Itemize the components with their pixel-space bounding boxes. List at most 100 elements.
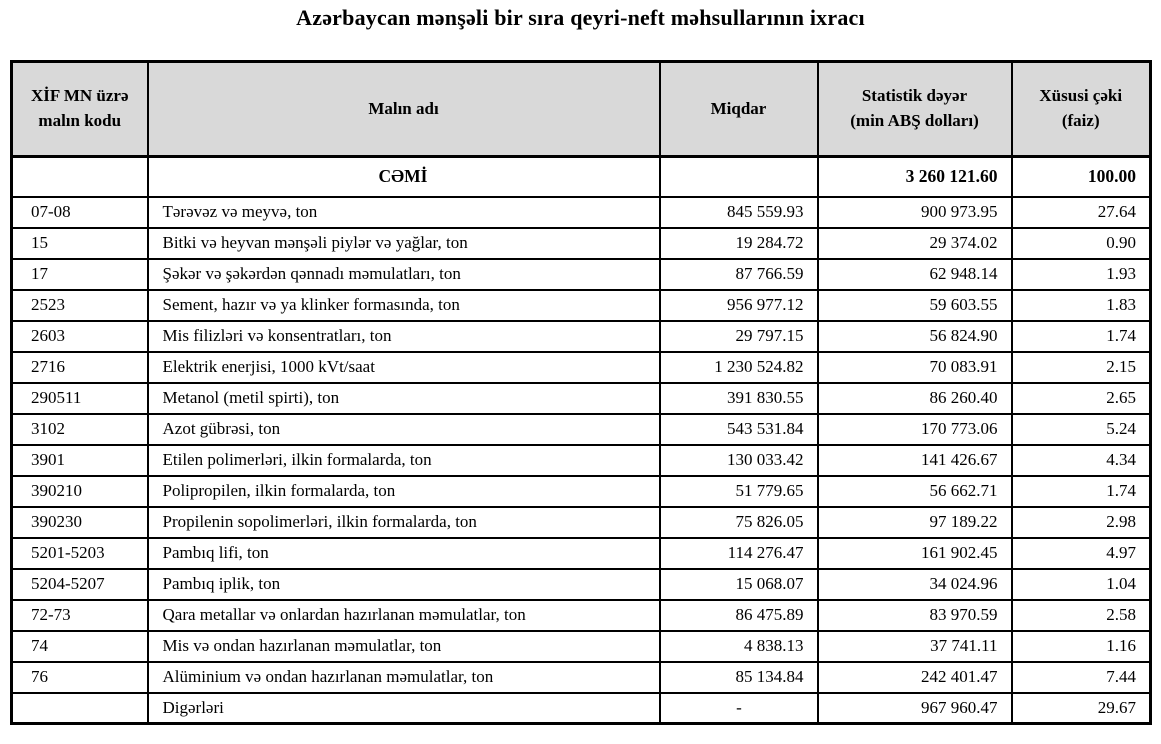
- row-code: 5204-5207: [10, 567, 149, 601]
- table-row: 76 Alüminium və ondan hazırlanan məmulat…: [10, 660, 1152, 694]
- row-share: 0.90: [1010, 226, 1152, 260]
- row-name: Elektrik enerjisi, 1000 kVt/saat: [146, 350, 661, 384]
- row-share: 4.97: [1010, 536, 1152, 570]
- row-quantity: 845 559.93: [658, 195, 819, 229]
- row-code: 15: [10, 226, 149, 260]
- row-name: Propilenin sopolimerləri, ilkin formalar…: [146, 505, 661, 539]
- row-quantity: 1 230 524.82: [658, 350, 819, 384]
- table-row: 72-73 Qara metallar və onlardan hazırlan…: [10, 598, 1152, 632]
- row-share: 2.65: [1010, 381, 1152, 415]
- row-value: 170 773.06: [816, 412, 1013, 446]
- row-code: 76: [10, 660, 149, 694]
- row-code: 07-08: [10, 195, 149, 229]
- row-value: 900 973.95: [816, 195, 1013, 229]
- row-value: 86 260.40: [816, 381, 1013, 415]
- row-share: 2.98: [1010, 505, 1152, 539]
- row-value: 59 603.55: [816, 288, 1013, 322]
- row-quantity: 15 068.07: [658, 567, 819, 601]
- row-code: 390210: [10, 474, 149, 508]
- row-share: 1.04: [1010, 567, 1152, 601]
- row-code: 390230: [10, 505, 149, 539]
- row-code: 72-73: [10, 598, 149, 632]
- row-value: 56 824.90: [816, 319, 1013, 353]
- row-quantity: 114 276.47: [658, 536, 819, 570]
- export-table: XİF MN üzrə malın kodu Malın adı Miqdar …: [10, 60, 1152, 725]
- row-name: Qara metallar və onlardan hazırlanan məm…: [146, 598, 661, 632]
- row-share: 1.74: [1010, 474, 1152, 508]
- table-row: 5204-5207 Pambıq iplik, ton 15 068.07 34…: [10, 567, 1152, 601]
- row-quantity: 130 033.42: [658, 443, 819, 477]
- row-share: 2.58: [1010, 598, 1152, 632]
- table-header: XİF MN üzrə malın kodu Malın adı Miqdar …: [10, 60, 1152, 158]
- row-code: 5201-5203: [10, 536, 149, 570]
- col-header-name: Malın adı: [146, 60, 661, 158]
- row-quantity: 51 779.65: [658, 474, 819, 508]
- row-value: 967 960.47: [816, 691, 1013, 725]
- row-name: Pambıq lifi, ton: [146, 536, 661, 570]
- row-name: Alüminium və ondan hazırlanan məmulatlar…: [146, 660, 661, 694]
- row-name: Mis filizləri və konsentratları, ton: [146, 319, 661, 353]
- row-name: Polipropilen, ilkin formalarda, ton: [146, 474, 661, 508]
- row-code: 2603: [10, 319, 149, 353]
- row-name: Metanol (metil spirti), ton: [146, 381, 661, 415]
- table-row: 15 Bitki və heyvan mənşəli piylər və yağ…: [10, 226, 1152, 260]
- row-name: Bitki və heyvan mənşəli piylər və yağlar…: [146, 226, 661, 260]
- row-name: Sement, hazır və ya klinker formasında, …: [146, 288, 661, 322]
- row-share: 1.16: [1010, 629, 1152, 663]
- page-title: Azərbaycan mənşəli bir sıra qeyri-neft m…: [296, 5, 865, 30]
- row-name: Mis və ondan hazırlanan məmulatlar, ton: [146, 629, 661, 663]
- row-share: 7.44: [1010, 660, 1152, 694]
- table-body: CƏMİ 3 260 121.60 100.00 07-08 Tərəvəz v…: [10, 155, 1152, 725]
- total-quantity: [658, 155, 819, 198]
- table-row: 390210 Polipropilen, ilkin formalarda, t…: [10, 474, 1152, 508]
- row-code: 290511: [10, 381, 149, 415]
- table-row: 3102 Azot gübrəsi, ton 543 531.84 170 77…: [10, 412, 1152, 446]
- row-code: 2716: [10, 350, 149, 384]
- row-quantity: 543 531.84: [658, 412, 819, 446]
- row-name: Etilen polimerləri, ilkin formalarda, to…: [146, 443, 661, 477]
- row-name: Pambıq iplik, ton: [146, 567, 661, 601]
- table-row: 290511 Metanol (metil spirti), ton 391 8…: [10, 381, 1152, 415]
- row-code: 2523: [10, 288, 149, 322]
- table-row: Digərləri - 967 960.47 29.67: [10, 691, 1152, 725]
- row-quantity: 29 797.15: [658, 319, 819, 353]
- table-row: 2603 Mis filizləri və konsentratları, to…: [10, 319, 1152, 353]
- table-row: 2523 Sement, hazır və ya klinker forması…: [10, 288, 1152, 322]
- row-value: 242 401.47: [816, 660, 1013, 694]
- table-row: 2716 Elektrik enerjisi, 1000 kVt/saat 1 …: [10, 350, 1152, 384]
- col-header-share: Xüsusi çəki (faiz): [1010, 60, 1152, 158]
- col-header-code: XİF MN üzrə malın kodu: [10, 60, 149, 158]
- row-value: 56 662.71: [816, 474, 1013, 508]
- row-share: 5.24: [1010, 412, 1152, 446]
- row-quantity: 956 977.12: [658, 288, 819, 322]
- row-code: 3102: [10, 412, 149, 446]
- row-name: Digərləri: [146, 691, 661, 725]
- row-value: 70 083.91: [816, 350, 1013, 384]
- row-share: 27.64: [1010, 195, 1152, 229]
- row-value: 62 948.14: [816, 257, 1013, 291]
- row-quantity: 87 766.59: [658, 257, 819, 291]
- row-share: 1.83: [1010, 288, 1152, 322]
- row-share: 1.74: [1010, 319, 1152, 353]
- row-quantity: 75 826.05: [658, 505, 819, 539]
- row-quantity: 4 838.13: [658, 629, 819, 663]
- col-header-quantity: Miqdar: [658, 60, 819, 158]
- col-header-value: Statistik dəyər (min ABŞ dolları): [816, 60, 1013, 158]
- row-share: 2.15: [1010, 350, 1152, 384]
- row-share: 1.93: [1010, 257, 1152, 291]
- table-row: 5201-5203 Pambıq lifi, ton 114 276.47 16…: [10, 536, 1152, 570]
- row-value: 97 189.22: [816, 505, 1013, 539]
- table-row: 17 Şəkər və şəkərdən qənnadı məmulatları…: [10, 257, 1152, 291]
- table-row: 07-08 Tərəvəz və meyvə, ton 845 559.93 9…: [10, 195, 1152, 229]
- table-row: 3901 Etilen polimerləri, ilkin formalard…: [10, 443, 1152, 477]
- row-code: 3901: [10, 443, 149, 477]
- total-label: CƏMİ: [146, 155, 661, 198]
- row-value: 37 741.11: [816, 629, 1013, 663]
- row-name: Şəkər və şəkərdən qənnadı məmulatları, t…: [146, 257, 661, 291]
- row-value: 141 426.67: [816, 443, 1013, 477]
- total-value: 3 260 121.60: [816, 155, 1013, 198]
- total-share: 100.00: [1010, 155, 1152, 198]
- row-name: Azot gübrəsi, ton: [146, 412, 661, 446]
- total-row: CƏMİ 3 260 121.60 100.00: [10, 155, 1152, 198]
- row-value: 29 374.02: [816, 226, 1013, 260]
